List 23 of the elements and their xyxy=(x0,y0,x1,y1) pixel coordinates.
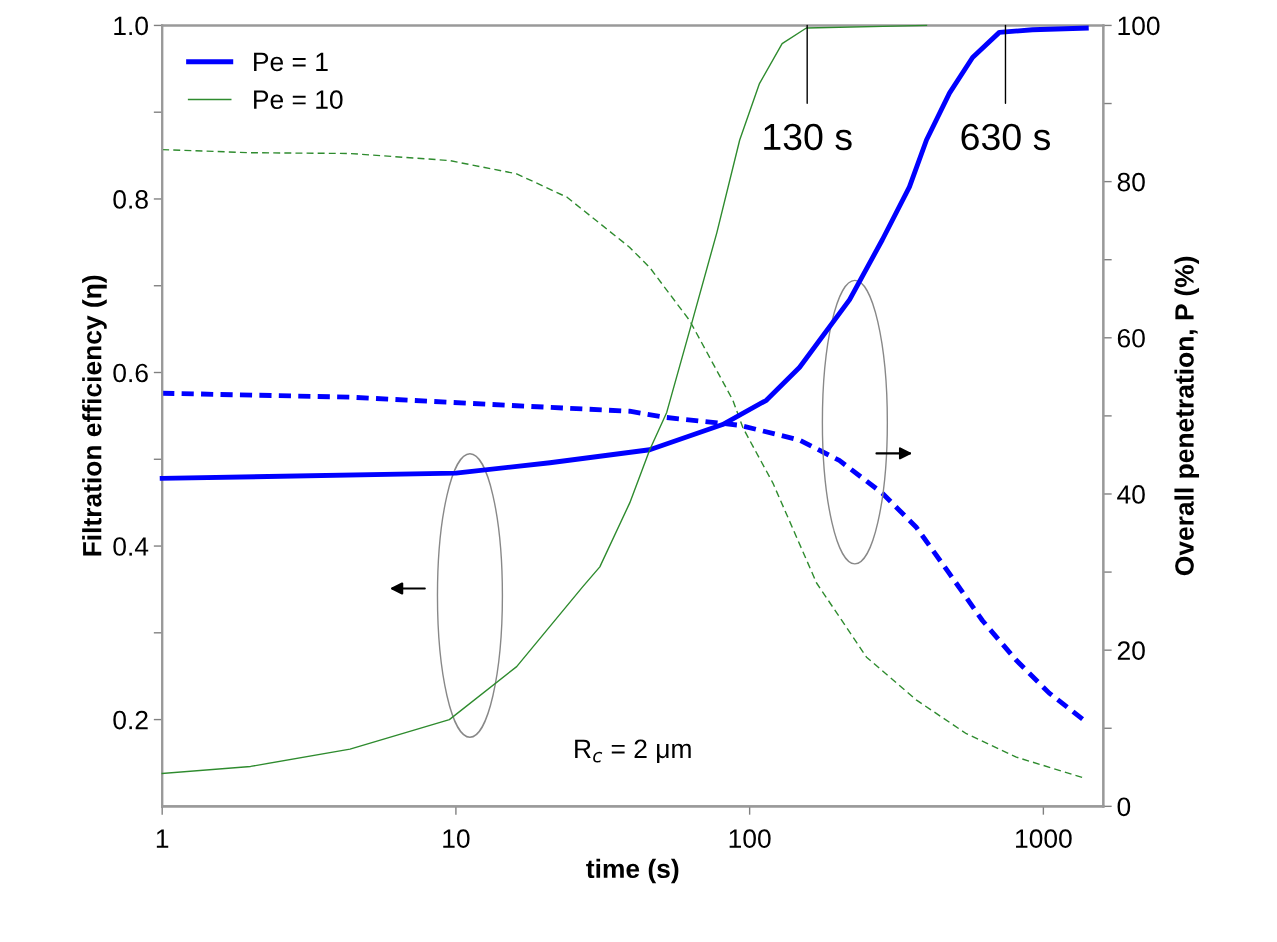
annotation: 130 s xyxy=(764,123,852,151)
x-axis-title: time (s) xyxy=(586,858,679,884)
legend-label: Pe = 10 xyxy=(254,90,343,109)
y2-tick-label: 80 xyxy=(1117,172,1145,192)
y2-tick-label: 100 xyxy=(1118,16,1160,36)
y-tick-label: 0.2 xyxy=(113,710,148,730)
x-tick-label: 1 xyxy=(156,829,169,848)
y-tick-label: 1.0 xyxy=(114,16,148,36)
x-tick-label: 10 xyxy=(443,829,470,848)
y-axis-title: Filtration efficiency (η) xyxy=(82,275,107,556)
y2-axis-title: Overall penetration, P (%) xyxy=(1174,256,1200,576)
x-tick-label: 1000 xyxy=(1016,829,1072,848)
annotation: 630 s xyxy=(961,123,1050,151)
x-tick-label: 100 xyxy=(729,829,771,848)
y-tick-label: 0.6 xyxy=(113,363,148,383)
annotation: R$_{c}$ = 2 μm xyxy=(575,739,691,763)
y2-tick-label: 0 xyxy=(1117,797,1131,817)
y2-tick-label: 40 xyxy=(1117,485,1145,504)
y-tick-label: 0.4 xyxy=(113,537,149,556)
legend-label: Pe = 1 xyxy=(254,52,328,72)
y-tick-label: 0.8 xyxy=(113,190,148,209)
y2-tick-label: 60 xyxy=(1117,328,1145,348)
y2-tick-label: 20 xyxy=(1117,641,1145,660)
